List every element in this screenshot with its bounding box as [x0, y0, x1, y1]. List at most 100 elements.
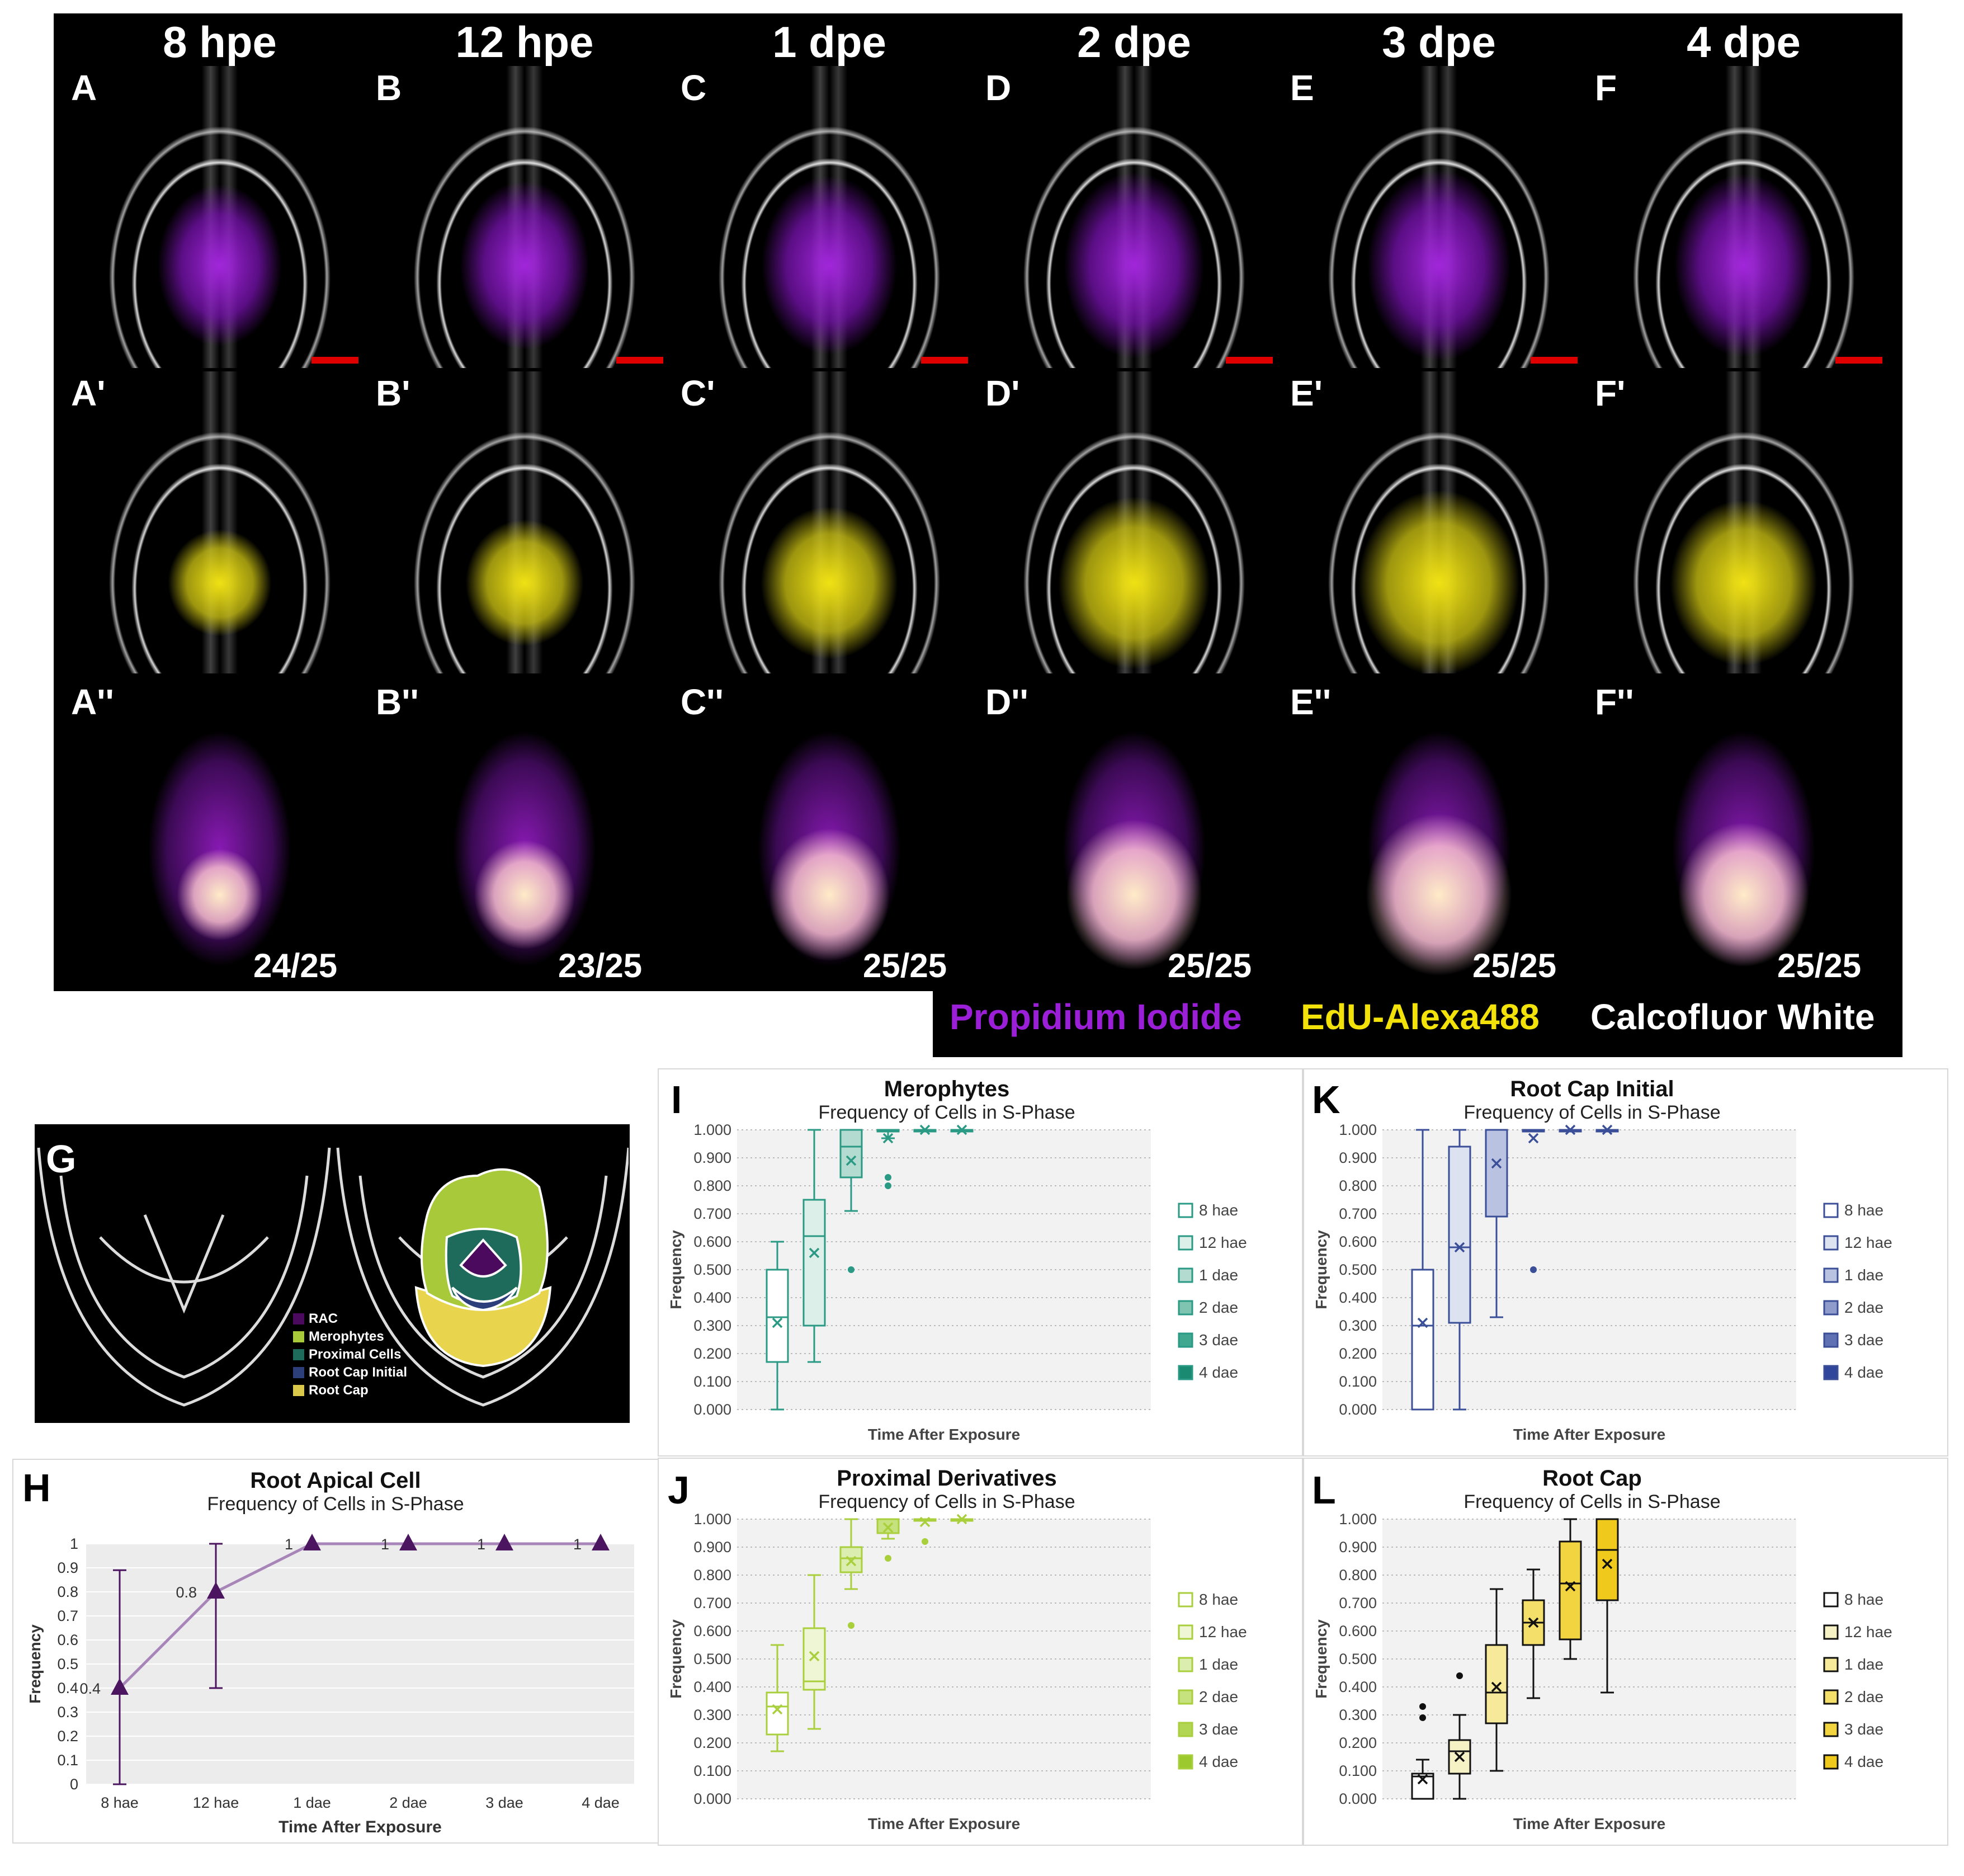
panel-label: D' — [985, 373, 1020, 413]
data-label: 1 — [573, 1536, 582, 1553]
box-mean-marker — [772, 1704, 783, 1715]
y-tick-label: 0.5 — [57, 1656, 78, 1672]
micrograph-C — [678, 66, 980, 368]
y-tick-label: 0.8 — [57, 1583, 78, 1600]
data-point — [495, 1534, 513, 1550]
data-label: 1 — [381, 1536, 389, 1553]
data-point — [303, 1534, 321, 1550]
legend-label: 3 dae — [1844, 1331, 1883, 1349]
panel-g-label: G — [46, 1137, 77, 1181]
panel-k-label: K — [1312, 1078, 1340, 1121]
outlier-point — [885, 1555, 891, 1562]
y-tick-label: 0.700 — [693, 1595, 731, 1611]
y-tick-label: 0.000 — [693, 1790, 731, 1807]
chart-subtitle: Frequency of Cells in S-Phase — [818, 1102, 1075, 1123]
outline-inner — [358, 1175, 608, 1379]
data-label: 1 — [285, 1536, 293, 1553]
scale-bar — [1226, 357, 1273, 364]
box-iqr — [839, 1129, 863, 1179]
box-mean-marker — [1602, 1124, 1613, 1135]
y-tick-label: 0.600 — [693, 1623, 731, 1639]
scale-bar — [616, 357, 663, 364]
panel-label: D'' — [985, 682, 1028, 722]
micrograph-Dp — [983, 371, 1285, 673]
legend-swatch — [1178, 1592, 1193, 1608]
legend-swatch — [1823, 1592, 1839, 1608]
box-mean-marker — [956, 1124, 967, 1135]
box-iqr — [1411, 1773, 1434, 1800]
panel-j-label: J — [668, 1468, 690, 1512]
panel-label: F' — [1595, 373, 1626, 413]
legend-swatch — [1823, 1300, 1839, 1316]
panel-l-label: L — [1312, 1468, 1336, 1512]
box-8-hae — [1411, 1129, 1434, 1411]
box-iqr — [766, 1269, 789, 1363]
box-mean-marker — [1565, 1581, 1576, 1592]
y-tick-label: 0.000 — [1339, 1790, 1377, 1807]
y-tick-label: 0.700 — [693, 1205, 731, 1222]
outlier-point — [1419, 1703, 1426, 1710]
panel-label: F'' — [1595, 682, 1634, 722]
legend-label: 3 dae — [1199, 1721, 1238, 1738]
y-tick-label: 0.200 — [1339, 1345, 1377, 1362]
legend-label: 8 hae — [1199, 1201, 1238, 1219]
y-tick-label: 0.600 — [693, 1233, 731, 1250]
legend-label: 1 dae — [1199, 1266, 1238, 1284]
box-iqr — [1559, 1540, 1582, 1641]
micrograph-Bp — [374, 371, 676, 673]
box-mean-marker — [809, 1651, 820, 1662]
box-mean-marker — [919, 1516, 931, 1528]
micrograph-F — [1593, 66, 1895, 368]
box-mean-marker — [846, 1556, 857, 1567]
y-axis-label: Frequency — [26, 1624, 44, 1704]
legend-swatch — [1823, 1657, 1839, 1672]
box-12-hae — [802, 1129, 826, 1363]
box-mean-marker — [772, 1317, 783, 1328]
box-mean-marker — [846, 1155, 857, 1166]
micrograph-Fp — [1593, 371, 1895, 673]
outline-outer — [37, 1147, 331, 1407]
y-tick-label: 0.800 — [1339, 1177, 1377, 1194]
panel-g: RAC Merophytes Proximal Cells Root Cap Init… — [35, 1124, 630, 1423]
rac-region — [459, 1238, 507, 1278]
box-8-hae — [766, 1241, 789, 1411]
box-1-dae — [1485, 1588, 1508, 1772]
outlier-point — [1456, 1672, 1463, 1679]
legend-label: 8 hae — [1844, 1201, 1883, 1219]
col-header-1: 8 hpe — [163, 17, 277, 67]
y-tick-label: 0.900 — [1339, 1539, 1377, 1556]
y-tick-label: 0.800 — [1339, 1567, 1377, 1583]
outlier-point — [885, 1182, 891, 1189]
box-4-dae — [950, 1514, 974, 1525]
panel-label: E — [1290, 68, 1314, 108]
x-axis-label: Time After Exposure — [1513, 1815, 1665, 1832]
y-tick-label: 0.4 — [57, 1680, 78, 1696]
micrograph-Epp — [1288, 680, 1590, 987]
y-tick-label: 0.600 — [1339, 1233, 1377, 1250]
y-tick-label: 0.9 — [57, 1559, 78, 1576]
panel-label: C'' — [681, 682, 724, 722]
legend-swatch — [293, 1313, 304, 1324]
y-tick-label: 0.300 — [693, 1317, 731, 1334]
box-mean-marker — [1528, 1133, 1539, 1144]
outlier-point — [922, 1538, 928, 1545]
col-header-2: 12 hpe — [455, 17, 594, 67]
box-mean-marker — [882, 1522, 894, 1533]
legend-label: 3 dae — [1844, 1721, 1883, 1738]
panel-i: Merophytes Frequency of Cells in S-Phase 0… — [658, 1068, 1303, 1457]
legend-swatch — [1823, 1267, 1839, 1283]
box-2-dae — [1522, 1129, 1545, 1273]
legend-label: 12 hae — [1199, 1234, 1247, 1251]
root-outline — [37, 1147, 331, 1407]
y-tick-label: 0.500 — [1339, 1261, 1377, 1278]
x-axis-label: Time After Exposure — [868, 1815, 1020, 1832]
panel-h: Root Apical Cell Frequency of Cells in S-… — [12, 1459, 659, 1844]
col-header-3: 1 dpe — [772, 17, 886, 67]
legend-swatch — [1178, 1300, 1193, 1316]
micrograph-Fpp — [1593, 680, 1895, 987]
legend-swatch — [1178, 1267, 1193, 1283]
legend-swatch — [1178, 1235, 1193, 1251]
y-tick-label: 0.900 — [693, 1539, 731, 1556]
data-label: 0.8 — [176, 1584, 197, 1601]
stain-propidium-iodide: Propidium Iodide — [950, 997, 1242, 1037]
